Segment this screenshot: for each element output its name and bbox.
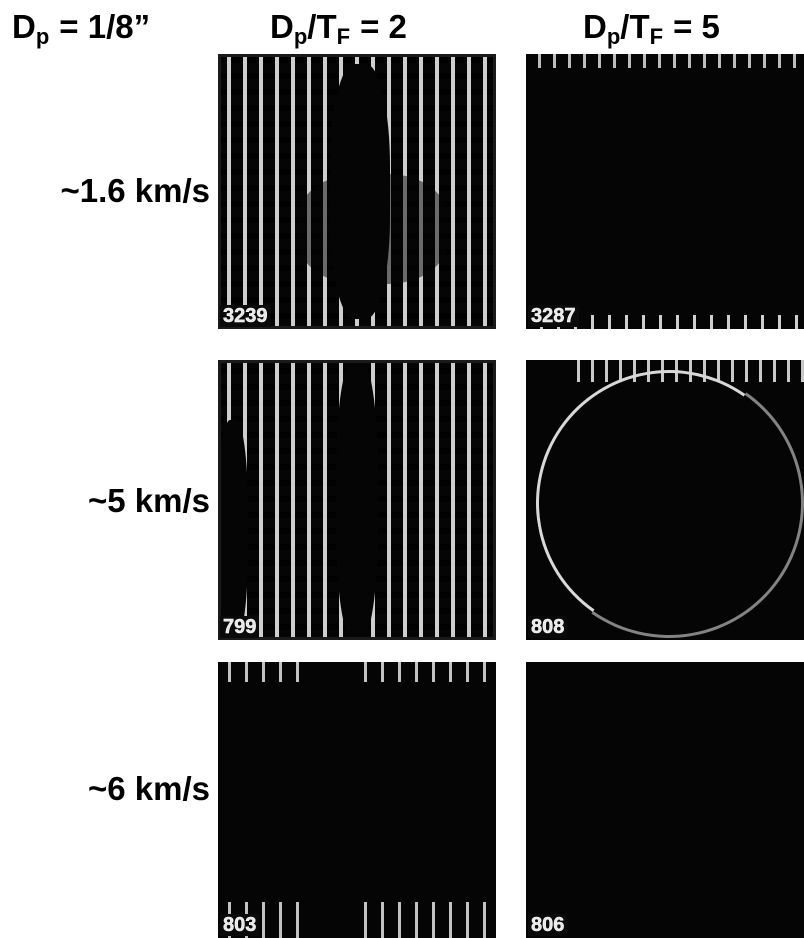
damage-region [218,420,248,640]
photo-number: 3239 [220,305,271,327]
photo-row3-ratio2: 803 [218,662,496,938]
column-header-ratio-2: Dp/TF = 2 [270,8,407,49]
photo-number: 803 [220,914,260,936]
row-label-velocity-1: ~1.6 km/s [60,172,210,209]
top-fringe [566,360,804,382]
top-fringe [526,54,804,68]
damage-region [313,662,353,938]
photo-frame [218,360,496,640]
photo-number: 799 [220,616,260,638]
damage-region [336,360,378,640]
photo-number: 808 [528,616,568,638]
row-label-velocity-2: ~5 km/s [87,482,210,519]
photo-frame [218,54,496,329]
photo-row3-ratio5: 806 [526,662,804,938]
photo-number: 3287 [528,305,579,327]
photo-row2-ratio2: 799 [218,360,496,640]
column-header-ratio-5: Dp/TF = 5 [583,8,720,49]
mesh-pattern [218,902,496,938]
damage-region [298,174,448,284]
row-label-velocity-3: ~6 km/s [87,770,210,807]
bottom-fringe [526,315,804,329]
photo-number: 806 [528,914,568,936]
perforation-rim [526,360,804,640]
damage-region [218,682,496,902]
photo-row2-ratio5: 808 [526,360,804,640]
photo-row1-ratio2: 3239 [218,54,496,329]
diameter-header: Dp = 1/8” [12,8,151,49]
photo-row1-ratio5: 3287 [526,54,804,329]
